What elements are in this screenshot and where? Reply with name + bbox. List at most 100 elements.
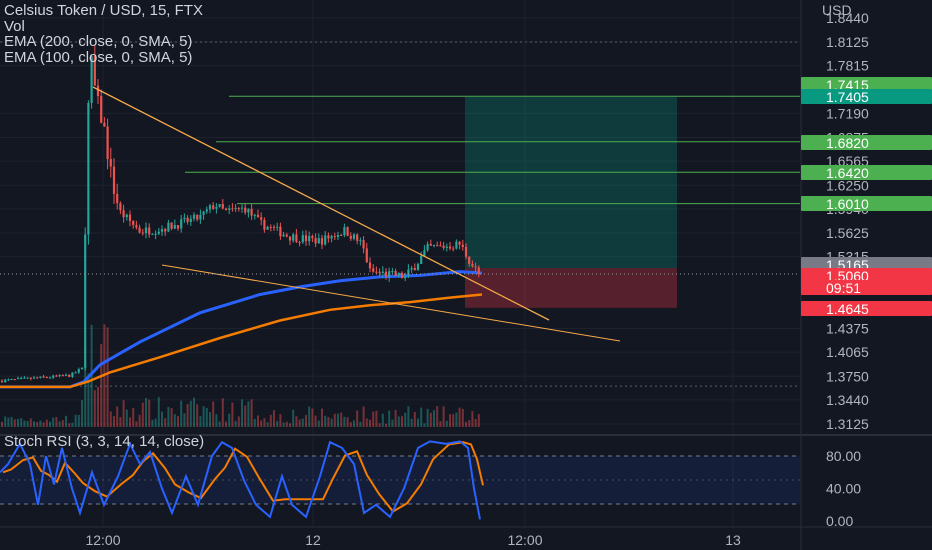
volume-bar [49,421,51,427]
candle-body [468,256,471,265]
candle-body [461,244,464,247]
candle-body [413,268,416,271]
candle-body [218,204,221,207]
volume-bar [385,423,387,427]
volume-bar [189,400,192,427]
volume-bar [100,343,103,427]
candle-body [148,227,151,235]
volume-bar [356,410,359,427]
candle-body [445,246,448,248]
candle-body [256,214,260,218]
candle-body [71,372,74,377]
volume-bar [301,418,304,427]
volume-bar [269,414,272,427]
volume-bar [445,420,448,427]
svg-text:1.6820: 1.6820 [826,135,869,151]
volume-bar [452,414,455,427]
symbol-title[interactable]: Celsius Token / USD, 15, FTX [4,2,203,19]
profit-zone[interactable] [465,97,677,269]
candle-body [55,375,58,377]
price-tick-label: 1.5625 [826,225,869,241]
candle-body [13,378,16,380]
stoch-rsi-legend[interactable]: Stoch RSI (3, 3, 14, 14, close) [4,433,205,450]
price-tag[interactable]: 1.4645 [801,301,932,317]
candle-body [23,377,26,379]
volume-bar [106,327,109,427]
volume-bar [23,420,26,427]
price-tick-label: 1.3750 [826,368,869,384]
candle-body [384,271,388,277]
candle-body [272,226,276,228]
volume-bar [55,417,58,427]
candle-body [301,235,304,243]
candle-body [292,234,295,241]
volume-bar [327,417,330,427]
volume-bar [42,422,45,427]
volume-bar [58,421,61,427]
candle-body [314,238,317,244]
volume-bar [461,408,464,427]
ema200-legend[interactable]: EMA (200, close, 0, SMA, 5) [4,33,193,50]
candle-body [423,250,426,256]
candle-body [39,376,42,378]
price-tag[interactable]: 1.6420 [801,165,932,181]
volume-bar [113,416,115,427]
price-tag[interactable]: 09:51 [801,280,932,296]
candle-body [157,231,160,234]
volume-bar [65,415,67,427]
loss-zone[interactable] [465,268,677,308]
upper-trendline[interactable] [92,86,550,321]
volume-bar [391,419,394,427]
candle-body [32,377,36,379]
volume-bar [298,419,301,427]
volume-bar [151,419,154,427]
volume-bar [420,407,423,427]
position-box[interactable] [465,97,677,308]
volume-bar [164,418,167,427]
stoch-axis: 80.00 40.00 0.00 [826,448,861,529]
candle-body [237,208,240,210]
volume-bar [209,412,211,427]
volume-bar [215,414,218,427]
candle-body [240,207,244,209]
volume-bar [138,414,141,427]
candle-body [52,375,55,378]
volume-bar [311,408,314,427]
volume-bar [330,418,333,427]
candle-body [80,367,84,370]
candle-body [378,271,381,273]
volume-bar [4,416,7,427]
volume-bar [340,412,343,427]
volume-bar [333,413,336,427]
candle-body [407,269,410,276]
candle-body [429,244,432,246]
price-tag[interactable]: 1.7405 [801,89,932,105]
volume-bar [205,407,208,427]
candle-body [247,208,250,213]
candle-body [231,208,234,210]
candle-body [276,226,279,228]
candle-body [244,207,247,213]
candle-body [282,234,285,237]
candle-body [186,217,189,222]
candle-body [420,255,423,264]
volume-bar [145,398,147,427]
candle-body [116,193,119,204]
volume-bar [221,398,224,427]
volume-bar [77,414,80,427]
lower-trendline[interactable] [161,264,621,342]
volume-bar [199,416,202,427]
ema100-legend[interactable]: EMA (100, close, 0, SMA, 5) [4,48,193,66]
vol-legend[interactable]: Vol [4,17,25,35]
candle-body [330,236,333,239]
volume-bar [381,413,384,427]
price-tick-label: 1.7815 [826,58,869,74]
volume-bar [247,401,250,427]
price-tag[interactable]: 1.6820 [801,135,932,151]
volume-bar [45,419,48,427]
candle-body [16,378,20,380]
candle-body [74,372,77,374]
price-tag[interactable]: 1.6010 [801,196,932,212]
candle-body [298,241,301,243]
